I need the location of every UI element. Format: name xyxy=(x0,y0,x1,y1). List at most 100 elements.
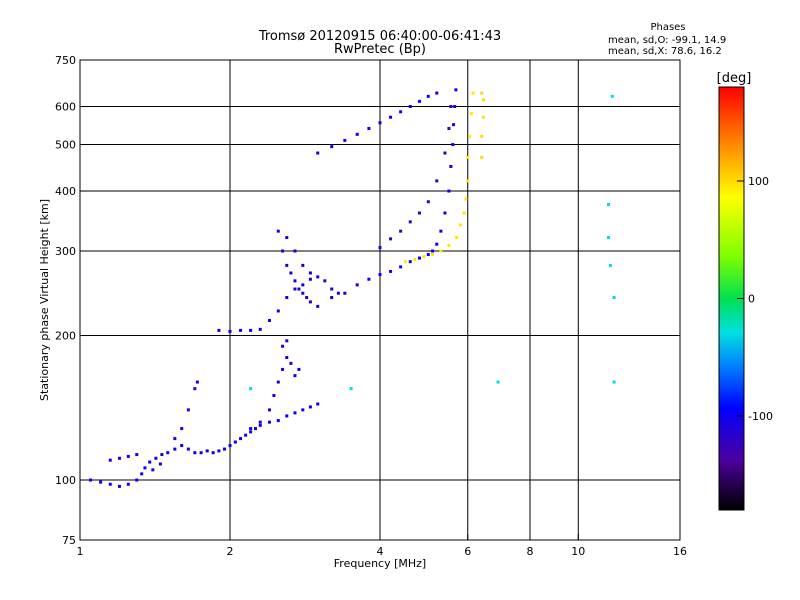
data-point xyxy=(466,179,470,183)
data-point xyxy=(481,98,485,102)
data-point xyxy=(443,211,447,215)
data-points xyxy=(89,88,616,488)
data-point xyxy=(180,427,184,431)
data-point xyxy=(431,249,435,253)
data-point xyxy=(285,414,289,418)
data-point xyxy=(285,263,289,267)
data-point xyxy=(276,309,280,313)
data-point xyxy=(285,339,289,343)
data-point xyxy=(258,423,262,427)
data-point xyxy=(249,387,253,391)
data-point xyxy=(343,138,347,142)
data-point xyxy=(378,121,382,125)
data-point xyxy=(193,451,197,455)
data-point xyxy=(443,151,447,155)
data-point xyxy=(151,468,155,472)
data-point xyxy=(186,408,190,412)
phase-colorbar: [deg] 100 0 -100 xyxy=(717,71,773,511)
data-point xyxy=(426,94,430,98)
x-axis-label: Frequency [MHz] xyxy=(334,557,426,570)
data-point xyxy=(301,263,305,267)
data-point xyxy=(239,437,243,441)
data-point xyxy=(413,258,417,262)
data-point xyxy=(160,453,164,457)
colorbar-tick-label: -100 xyxy=(748,410,773,423)
colorbar-tick-label: 0 xyxy=(748,293,755,306)
data-point xyxy=(330,296,334,300)
data-point xyxy=(205,449,209,453)
phases-title: Phases xyxy=(650,22,685,33)
x-axis-ticks: 1 2 4 6 8 10 16 xyxy=(77,534,687,558)
data-point xyxy=(447,126,451,130)
data-point xyxy=(285,355,289,359)
data-point xyxy=(140,472,144,476)
chart-subtitle: RwPretec (Bp) xyxy=(334,42,426,57)
data-point xyxy=(199,451,203,455)
data-point xyxy=(293,411,297,415)
data-point xyxy=(480,91,484,95)
data-point xyxy=(126,482,130,486)
data-point xyxy=(399,265,403,269)
x-tick-label: 16 xyxy=(673,545,687,558)
data-point xyxy=(447,189,451,193)
data-point xyxy=(462,211,466,215)
data-point xyxy=(233,440,237,444)
data-point xyxy=(276,229,280,233)
data-point xyxy=(481,115,485,119)
data-point xyxy=(281,344,285,348)
data-point xyxy=(301,291,305,295)
data-point xyxy=(330,145,334,149)
data-point xyxy=(193,387,197,391)
data-point xyxy=(471,91,475,95)
data-point xyxy=(431,253,435,257)
x-tick-label: 1 xyxy=(77,545,84,558)
data-point xyxy=(607,236,611,240)
y-tick-label: 500 xyxy=(55,139,76,152)
data-point xyxy=(408,105,412,109)
data-point xyxy=(449,164,453,168)
data-point xyxy=(186,447,190,451)
data-point xyxy=(301,283,305,287)
data-point xyxy=(217,328,221,332)
data-point xyxy=(422,255,426,259)
plot-area: 1 2 4 6 8 10 16 75 100 200 300 400 500 600 750 xyxy=(55,54,687,558)
data-point xyxy=(166,451,170,455)
y-tick-label: 750 xyxy=(55,54,76,67)
data-point xyxy=(173,447,177,451)
data-point xyxy=(612,296,616,300)
data-point xyxy=(355,132,359,136)
data-point xyxy=(143,466,147,470)
data-point xyxy=(228,329,232,333)
data-point xyxy=(249,427,253,431)
data-point xyxy=(135,478,139,482)
data-point xyxy=(285,236,289,240)
data-point xyxy=(439,229,443,233)
phases-stats-o: mean, sd,O: -99.1, 14.9 xyxy=(608,35,726,46)
data-point xyxy=(267,408,271,412)
data-point xyxy=(612,380,616,384)
data-point xyxy=(408,260,412,264)
data-point xyxy=(99,480,103,484)
data-point xyxy=(308,300,312,304)
chart-title: Tromsø 20120915 06:40:00-06:41:43 xyxy=(258,29,501,44)
data-point xyxy=(378,246,382,250)
colorbar-tick-label: 100 xyxy=(748,175,769,188)
data-point xyxy=(378,273,382,277)
data-point xyxy=(439,249,443,253)
data-point xyxy=(316,275,320,279)
data-point xyxy=(610,94,614,98)
phases-stats-x: mean, sd,X: 78.6, 16.2 xyxy=(608,46,722,57)
data-point xyxy=(343,291,347,295)
data-point xyxy=(158,462,162,466)
data-point xyxy=(180,444,184,448)
data-point xyxy=(454,88,458,92)
data-point xyxy=(330,287,334,291)
data-point xyxy=(228,444,232,448)
data-point xyxy=(249,328,253,332)
data-point xyxy=(281,249,285,253)
data-point xyxy=(468,134,472,138)
data-point xyxy=(89,478,93,482)
data-point xyxy=(399,110,403,114)
data-point xyxy=(367,126,371,130)
data-point xyxy=(217,449,221,453)
